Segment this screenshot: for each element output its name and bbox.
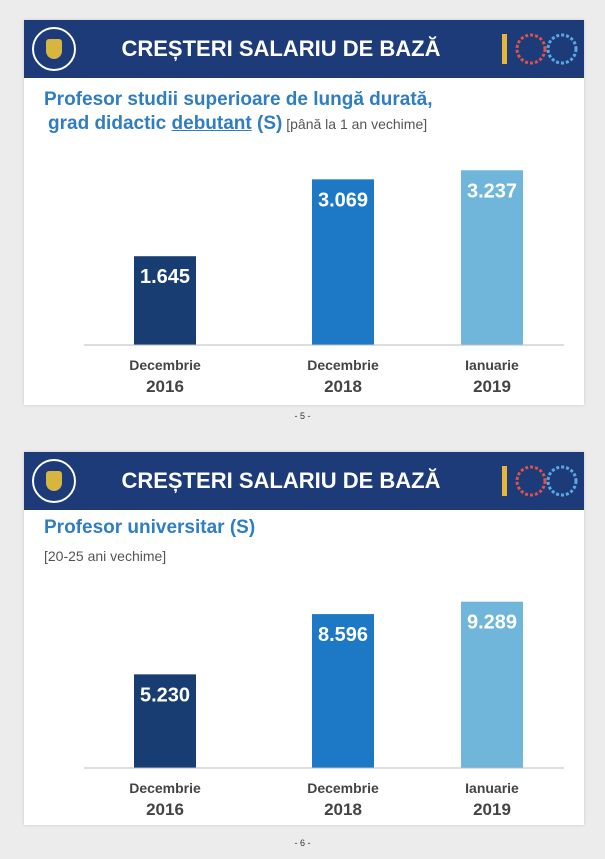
subtitle-prefix: grad didactic bbox=[48, 113, 172, 134]
government-emblem-icon bbox=[32, 459, 76, 503]
centenary-100-logo-icon bbox=[502, 33, 578, 65]
centenary-100-logo-icon bbox=[502, 465, 578, 497]
bar-value-label: 3.069 bbox=[318, 189, 368, 211]
x-tick-label-period: Ianuarie bbox=[465, 357, 519, 373]
bar-2019 bbox=[461, 601, 523, 768]
x-tick-label-year: 2018 bbox=[324, 377, 362, 396]
subtitle-line-1: Profesor universitar (S) bbox=[44, 517, 256, 538]
bar-value-label: 3.237 bbox=[467, 180, 517, 202]
x-tick-label-year: 2018 bbox=[324, 800, 362, 819]
subtitle-note: [până la 1 an vechime] bbox=[282, 116, 428, 132]
government-emblem-icon bbox=[32, 27, 76, 71]
x-tick-label-period: Ianuarie bbox=[465, 780, 519, 796]
subtitle-suffix: (S) bbox=[251, 113, 283, 134]
banner-title: CREȘTERI SALARIU DE BAZĂ bbox=[121, 36, 441, 61]
x-tick-label-period: Decembrie bbox=[307, 357, 379, 373]
bar-value-label: 8.596 bbox=[318, 624, 368, 646]
x-tick-label-year: 2016 bbox=[146, 377, 184, 396]
x-tick-label-year: 2016 bbox=[146, 800, 184, 819]
banner-title: CREȘTERI SALARIU DE BAZĂ bbox=[121, 468, 441, 493]
slide-1: CREȘTERI SALARIU DE BAZĂ Profesor studii… bbox=[24, 20, 584, 405]
bar-2018 bbox=[312, 179, 374, 345]
bar-2019 bbox=[461, 170, 523, 345]
x-tick-label-year: 2019 bbox=[473, 800, 511, 819]
chart-1-subtitle: Profesor studii superioare de lungă dura… bbox=[44, 88, 433, 136]
subtitle-line-2: grad didactic debutant (S) [până la 1 an… bbox=[44, 112, 433, 136]
page-number-5: - 5 - bbox=[294, 411, 311, 421]
subtitle-line-1: Profesor studii superioare de lungă dura… bbox=[44, 89, 433, 110]
bar-2016 bbox=[134, 674, 196, 768]
x-tick-label-period: Decembrie bbox=[129, 357, 201, 373]
bar-2018 bbox=[312, 614, 374, 768]
bar-value-label: 9.289 bbox=[467, 612, 517, 634]
page-number-6: - 6 - bbox=[294, 838, 311, 848]
slide-2: CREȘTERI SALARIU DE BAZĂ Profesor univer… bbox=[24, 452, 584, 825]
x-tick-label-year: 2019 bbox=[473, 377, 511, 396]
bar-value-label: 5.230 bbox=[140, 684, 190, 706]
salary-bar-chart-2: 5.230 Decembrie 2016 8.596 Decembrie 2018 9.28… bbox=[84, 601, 564, 819]
subtitle-underlined-word: debutant bbox=[171, 113, 252, 134]
banner: CREȘTERI SALARIU DE BAZĂ bbox=[24, 452, 584, 510]
x-tick-label-period: Decembrie bbox=[129, 780, 201, 796]
bar-2016 bbox=[134, 256, 196, 345]
subtitle-note: [20-25 ani vechime] bbox=[44, 548, 167, 564]
x-tick-label-period: Decembrie bbox=[307, 780, 379, 796]
banner: CREȘTERI SALARIU DE BAZĂ bbox=[24, 20, 584, 78]
chart-2-subtitle: Profesor universitar (S) [20-25 ani vech… bbox=[44, 516, 255, 568]
bar-value-label: 1.645 bbox=[140, 266, 190, 288]
salary-bar-chart-1: 1.645 Decembrie 2016 3.069 Decembrie 2018 3.23… bbox=[84, 170, 564, 396]
